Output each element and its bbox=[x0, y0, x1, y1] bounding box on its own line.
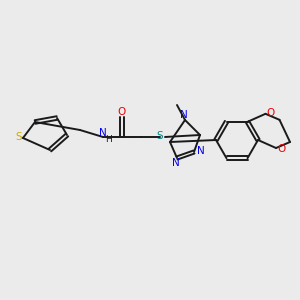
Text: S: S bbox=[16, 132, 22, 142]
Text: O: O bbox=[277, 144, 285, 154]
Text: H: H bbox=[106, 136, 112, 145]
Text: N: N bbox=[197, 146, 205, 156]
Text: O: O bbox=[118, 107, 126, 117]
Text: N: N bbox=[180, 110, 188, 120]
Text: O: O bbox=[266, 108, 274, 118]
Text: S: S bbox=[157, 131, 163, 141]
Text: N: N bbox=[172, 158, 180, 168]
Text: N: N bbox=[99, 128, 107, 138]
